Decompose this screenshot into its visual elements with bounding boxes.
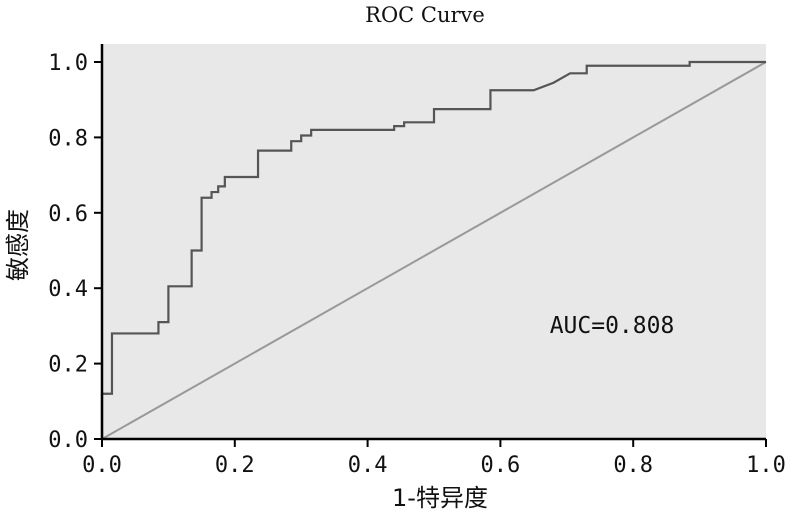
y-tick-label: 0.4 (48, 277, 88, 302)
ticks-layer: 0.0 0.2 0.4 0.6 0.8 1.0 0.0 0.2 0.4 0.6 0.8 1.0 (48, 51, 786, 478)
x-tick-label: 0.4 (348, 453, 388, 478)
auc-annotation: AUC=0.808 (550, 313, 675, 339)
y-tick-label: 0.6 (48, 202, 88, 227)
y-tick-label: 0.8 (48, 126, 88, 151)
x-tick-label: 0.2 (215, 453, 255, 478)
series-layer (100, 60, 767, 440)
y-tick-label: 0.2 (48, 353, 88, 378)
reference-diagonal-line (101, 61, 767, 440)
x-axis-label: 1-特异度 (392, 484, 488, 512)
x-tick-label: 0.0 (82, 453, 122, 478)
x-tick-label: 0.6 (481, 453, 521, 478)
y-tick-label: 1.0 (48, 51, 88, 76)
roc-curve-line (100, 60, 766, 439)
y-tick-label: 0.0 (48, 428, 88, 453)
x-tick-label: 1.0 (746, 453, 786, 478)
chart-title: ROC Curve (365, 3, 485, 27)
y-axis-label: 敏感度 (4, 209, 32, 281)
x-tick-label: 0.8 (613, 453, 653, 478)
axes-layer (100, 44, 766, 441)
